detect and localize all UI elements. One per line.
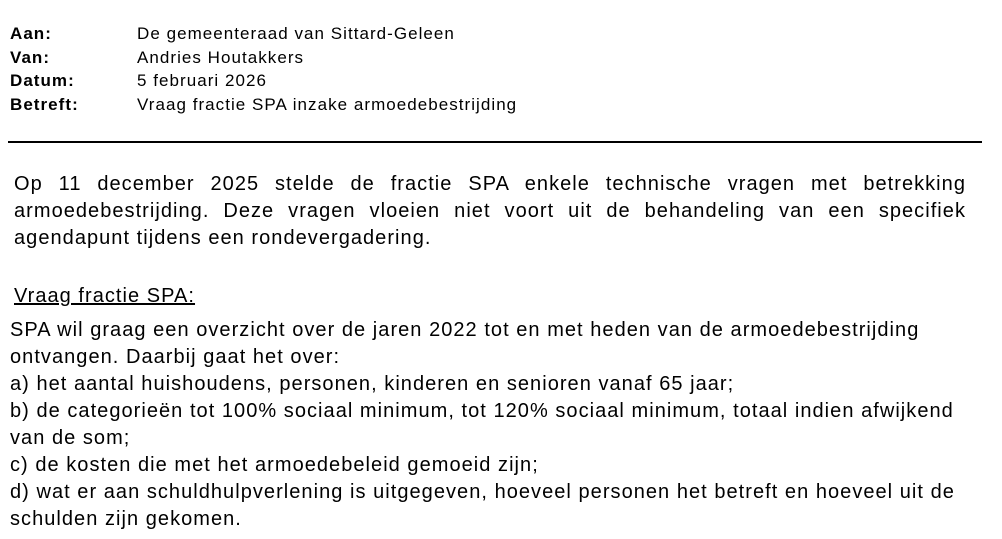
memo-header-row-datum: Datum: 5 februari 2026 [10, 69, 1002, 93]
question-heading: Vraag fractie SPA: [14, 285, 196, 307]
memo-header-row-van: Van: Andries Houtakkers [10, 46, 1002, 70]
question-item-b: b) de categorieën tot 100% sociaal minim… [10, 400, 954, 449]
memo-header-row-aan: Aan: De gemeenteraad van Sittard-Geleen [10, 22, 1002, 46]
header-divider [8, 141, 982, 143]
memo-header-row-betreft: Betreft: Vraag fractie SPA inzake armoed… [10, 93, 1002, 117]
memo-field-value-aan: De gemeenteraad van Sittard-Geleen [137, 24, 455, 43]
memo-field-label-van: Van: [10, 47, 51, 67]
memo-field-value-van: Andries Houtakkers [137, 47, 305, 67]
question-item-c: c) de kosten die met het armoedebeleid g… [10, 454, 539, 476]
question-item-a: a) het aantal huishoudens, personen, kin… [10, 373, 735, 395]
memo-header: Aan: De gemeenteraad van Sittard-Geleen … [10, 22, 1002, 116]
question-item-d: d) wat er aan schuldhulpverlening is uit… [10, 481, 955, 530]
memo-field-label-betreft: Betreft: [10, 94, 79, 114]
memo-field-label-datum: Datum: [10, 71, 75, 90]
question-intro: SPA wil graag een overzicht over de jare… [10, 319, 920, 368]
memo-field-value-datum: 5 februari 2026 [137, 71, 267, 90]
memo-field-label-aan: Aan: [10, 24, 52, 43]
question-block: SPA wil graag een overzicht over de jare… [10, 317, 1002, 533]
intro-paragraph: Op 11 december 2025 stelde de fractie SP… [14, 173, 966, 249]
memo-field-value-betreft: Vraag fractie SPA inzake armoedebestrijd… [137, 94, 518, 114]
